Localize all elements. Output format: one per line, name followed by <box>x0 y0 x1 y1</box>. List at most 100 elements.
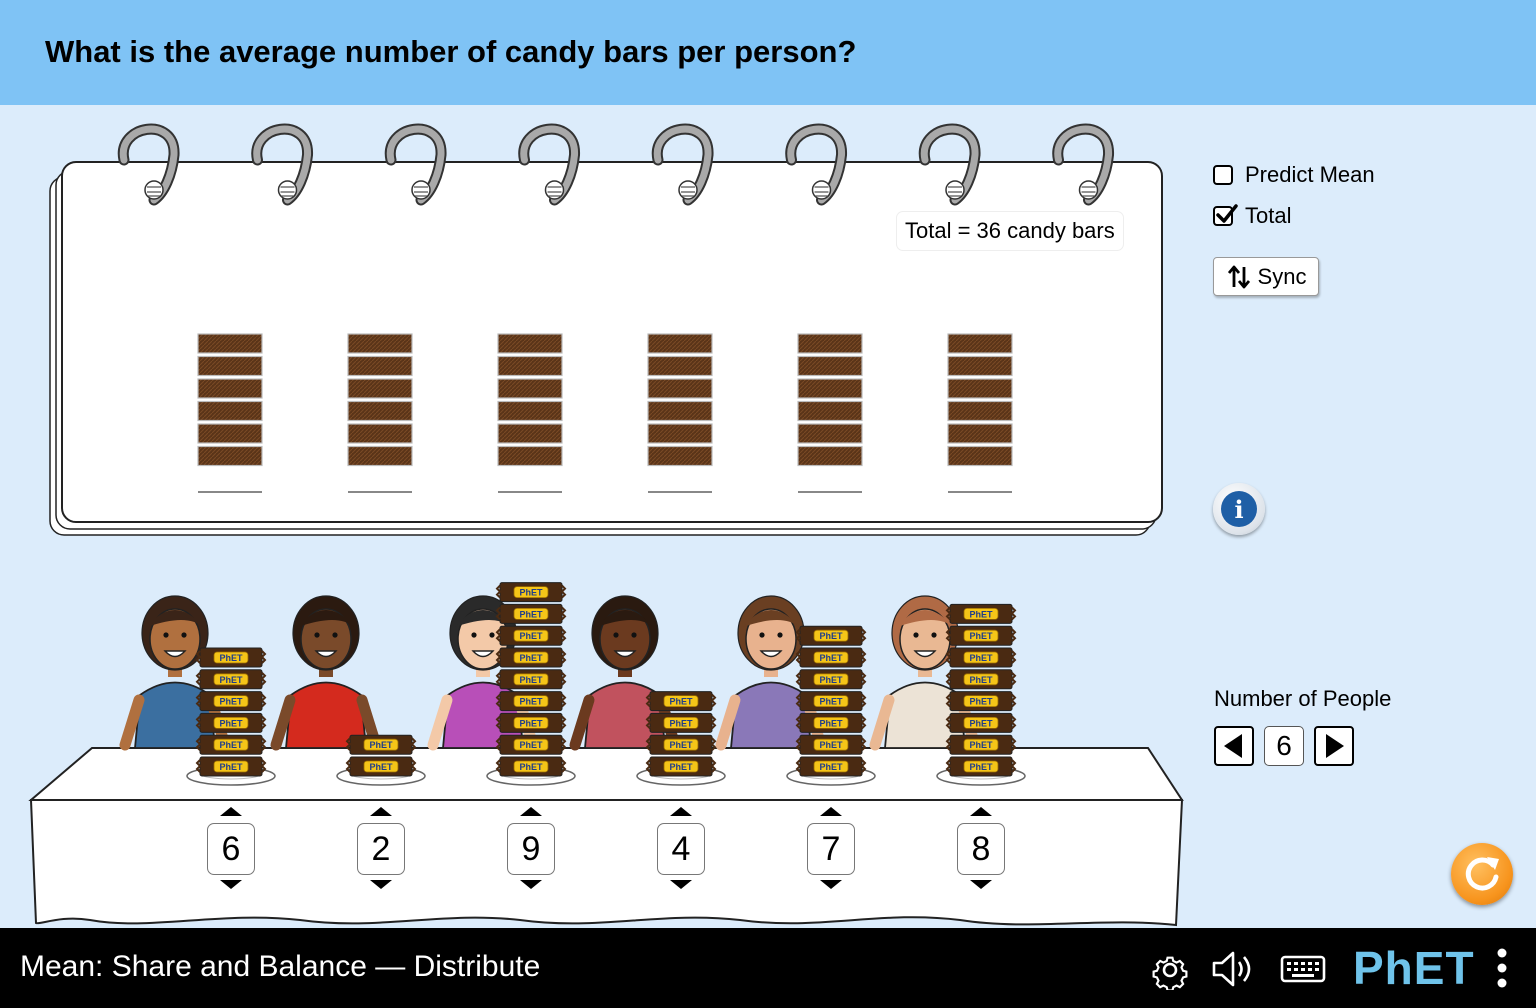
candy-count-spinner[interactable]: 2 <box>356 805 406 895</box>
increment-arrow-icon[interactable] <box>506 805 556 819</box>
keyboard-icon[interactable] <box>1280 953 1326 985</box>
increment-arrow-icon[interactable] <box>206 805 256 819</box>
notebook-candy-bar[interactable] <box>797 333 863 354</box>
candy-bar[interactable]: PhET <box>495 756 567 777</box>
info-button[interactable]: i <box>1213 483 1265 535</box>
notebook-candy-bar[interactable] <box>647 355 713 377</box>
candy-bar[interactable]: PhET <box>945 691 1017 712</box>
notebook-candy-bar[interactable] <box>947 423 1013 444</box>
notebook-candy-bar[interactable] <box>947 445 1013 467</box>
candy-bar[interactable]: PhET <box>195 669 267 690</box>
candy-bar[interactable]: PhET <box>195 712 267 733</box>
increment-arrow-icon[interactable] <box>656 805 706 819</box>
candy-bar[interactable]: PhET <box>645 734 717 755</box>
notebook-candy-bar[interactable] <box>197 355 263 377</box>
notebook-candy-bar[interactable] <box>347 355 413 377</box>
notebook-candy-bar[interactable] <box>347 400 413 422</box>
notebook-candy-bar[interactable] <box>497 378 563 399</box>
increment-arrow-icon[interactable] <box>806 805 856 819</box>
notebook-candy-bar[interactable] <box>947 400 1013 422</box>
candy-bar[interactable]: PhET <box>345 734 417 755</box>
candy-bar[interactable]: PhET <box>945 603 1017 624</box>
notebook-candy-bar[interactable] <box>797 423 863 444</box>
sync-button[interactable]: Sync <box>1213 257 1319 296</box>
candy-bar[interactable]: PhET <box>945 669 1017 690</box>
candy-bar[interactable]: PhET <box>795 691 867 712</box>
candy-bar[interactable]: PhET <box>795 712 867 733</box>
notebook-candy-bar[interactable] <box>497 445 563 467</box>
candy-bar[interactable]: PhET <box>195 756 267 777</box>
candy-bar[interactable]: PhET <box>795 625 867 646</box>
decrement-arrow-icon[interactable] <box>356 877 406 891</box>
candy-bar[interactable]: PhET <box>945 712 1017 733</box>
candy-bar[interactable]: PhET <box>495 691 567 712</box>
notebook-candy-bar[interactable] <box>647 400 713 422</box>
notebook-candy-bar[interactable] <box>647 445 713 467</box>
settings-icon[interactable] <box>1150 950 1190 990</box>
increment-arrow-icon[interactable] <box>956 805 1006 819</box>
notebook-candy-bar[interactable] <box>947 355 1013 377</box>
candy-bar[interactable]: PhET <box>795 669 867 690</box>
decrease-people-button[interactable] <box>1214 726 1254 766</box>
candy-bar[interactable]: PhET <box>645 712 717 733</box>
candy-count-spinner[interactable]: 8 <box>956 805 1006 895</box>
increment-arrow-icon[interactable] <box>356 805 406 819</box>
decrement-arrow-icon[interactable] <box>206 877 256 891</box>
candy-bar[interactable]: PhET <box>495 712 567 733</box>
candy-bar[interactable]: PhET <box>795 756 867 777</box>
notebook-candy-bar[interactable] <box>647 333 713 354</box>
total-checkbox[interactable]: Total <box>1213 203 1291 229</box>
candy-count-spinner[interactable]: 4 <box>656 805 706 895</box>
notebook-candy-bar[interactable] <box>197 423 263 444</box>
candy-bar[interactable]: PhET <box>345 756 417 777</box>
candy-bar[interactable]: PhET <box>945 734 1017 755</box>
candy-bar[interactable]: PhET <box>645 691 717 712</box>
predict-mean-box[interactable] <box>1213 165 1233 185</box>
notebook-candy-bar[interactable] <box>947 378 1013 399</box>
phet-logo[interactable]: PhET <box>1353 942 1475 994</box>
notebook-candy-bar[interactable] <box>197 333 263 354</box>
notebook-candy-bar[interactable] <box>797 400 863 422</box>
notebook-candy-bar[interactable] <box>497 423 563 444</box>
candy-count-spinner[interactable]: 6 <box>206 805 256 895</box>
candy-bar[interactable]: PhET <box>195 647 267 668</box>
notebook-candy-bar[interactable] <box>947 333 1013 354</box>
notebook-candy-bar[interactable] <box>797 355 863 377</box>
decrement-arrow-icon[interactable] <box>656 877 706 891</box>
candy-bar[interactable]: PhET <box>495 625 567 646</box>
reset-all-button[interactable] <box>1451 843 1513 905</box>
notebook-candy-bar[interactable] <box>197 400 263 422</box>
candy-bar[interactable]: PhET <box>795 647 867 668</box>
candy-bar[interactable]: PhET <box>195 691 267 712</box>
notebook-candy-bar[interactable] <box>347 333 413 354</box>
notebook-candy-bar[interactable] <box>347 423 413 444</box>
notebook-candy-bar[interactable] <box>347 378 413 399</box>
decrement-arrow-icon[interactable] <box>506 877 556 891</box>
notebook-candy-bar[interactable] <box>197 445 263 467</box>
candy-bar[interactable]: PhET <box>945 647 1017 668</box>
candy-bar[interactable]: PhET <box>645 756 717 777</box>
audio-icon[interactable] <box>1210 948 1258 990</box>
candy-bar[interactable]: PhET <box>495 582 567 603</box>
notebook-candy-bar[interactable] <box>797 445 863 467</box>
candy-bar[interactable]: PhET <box>945 756 1017 777</box>
notebook-candy-bar[interactable] <box>647 378 713 399</box>
candy-bar[interactable]: PhET <box>495 734 567 755</box>
more-options-icon[interactable] <box>1494 946 1510 990</box>
candy-count-spinner[interactable]: 7 <box>806 805 856 895</box>
notebook-candy-bar[interactable] <box>197 378 263 399</box>
candy-count-spinner[interactable]: 9 <box>506 805 556 895</box>
notebook-candy-bar[interactable] <box>497 355 563 377</box>
notebook-candy-bar[interactable] <box>347 445 413 467</box>
total-box[interactable] <box>1213 204 1238 226</box>
candy-bar[interactable]: PhET <box>795 734 867 755</box>
notebook-candy-bar[interactable] <box>497 400 563 422</box>
candy-bar[interactable]: PhET <box>495 603 567 624</box>
candy-bar[interactable]: PhET <box>945 625 1017 646</box>
candy-bar[interactable]: PhET <box>195 734 267 755</box>
predict-mean-checkbox[interactable]: Predict Mean <box>1213 162 1375 188</box>
candy-bar[interactable]: PhET <box>495 669 567 690</box>
notebook-candy-bar[interactable] <box>797 378 863 399</box>
increase-people-button[interactable] <box>1314 726 1354 766</box>
decrement-arrow-icon[interactable] <box>806 877 856 891</box>
